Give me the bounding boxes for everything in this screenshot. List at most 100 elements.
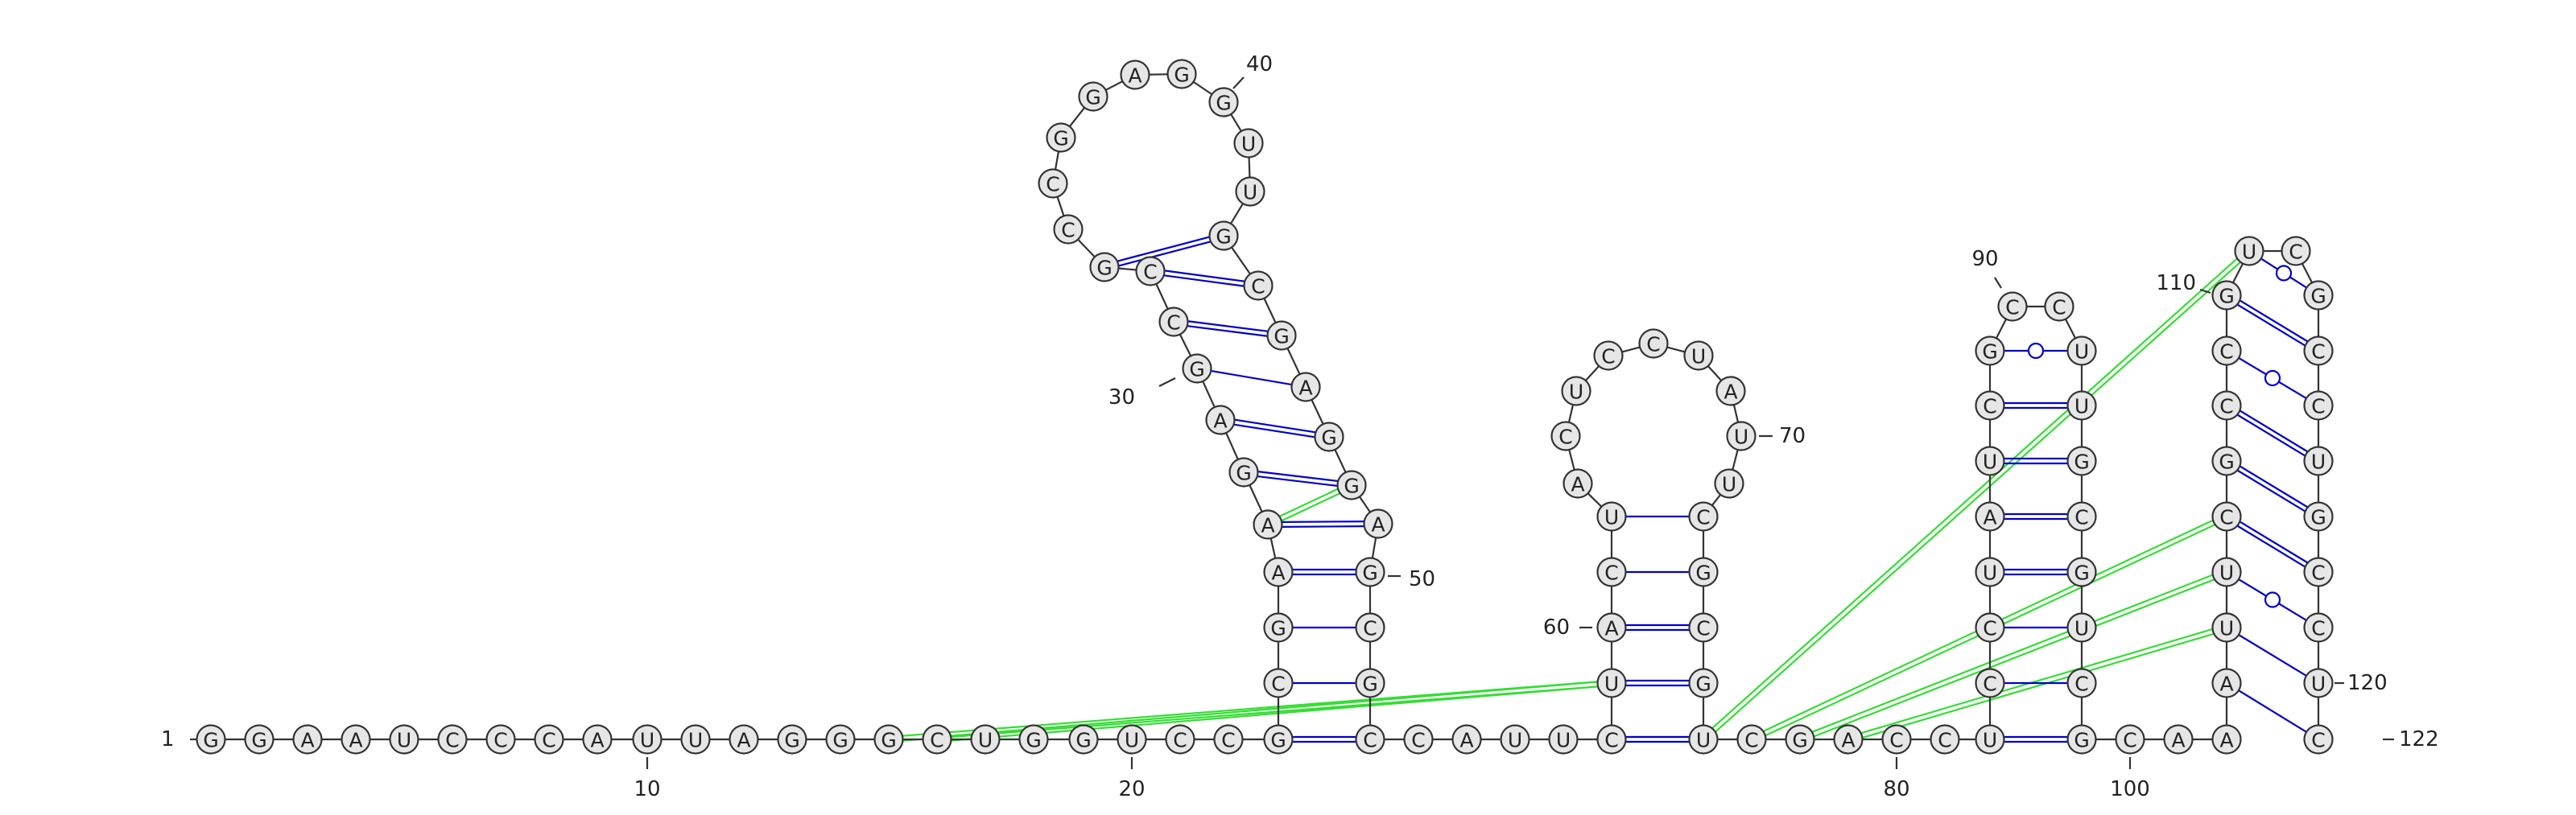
- nucleotide-letter: C: [1046, 173, 1059, 196]
- nucleotide: G: [1336, 470, 1367, 500]
- nucleotide: U: [1233, 128, 1264, 158]
- nucleotide-circle: [2044, 291, 2074, 322]
- nucleotide-circle: [2066, 557, 2097, 587]
- position-tick: [1232, 76, 1245, 89]
- nucleotide-circle: [1046, 122, 1076, 153]
- nucleotide-letter: U: [1696, 729, 1711, 752]
- nucleotide: U: [1683, 340, 1714, 371]
- backbone-segment: [1263, 298, 1277, 323]
- nucleotide: A: [1975, 501, 2005, 532]
- backbone-segment: [1567, 404, 1575, 423]
- nucleotide: C: [1263, 668, 1294, 698]
- nucleotide-letter: C: [493, 729, 507, 752]
- nucleotide-circle: [1253, 509, 1283, 540]
- nucleotide-circle: [1355, 668, 1385, 698]
- nucleotide: A: [2211, 668, 2242, 698]
- nucleotide: C: [1881, 724, 1912, 755]
- position-label: 1: [161, 727, 175, 751]
- wobble-pair-marker: [2264, 369, 2281, 387]
- nucleotide-letter: C: [2074, 506, 2088, 529]
- nucleotide-letter: A: [1128, 64, 1141, 88]
- nucleotide-circle: [1638, 328, 1669, 359]
- nucleotide: G: [2303, 501, 2334, 532]
- nucleotide-letter: C: [2123, 729, 2136, 752]
- gc-pair-line: [1233, 423, 1315, 438]
- nucleotide: U: [2066, 390, 2097, 421]
- backbone-segment: [1584, 365, 1600, 381]
- nucleotide-letter: G: [1695, 673, 1711, 696]
- nucleotide: G: [1228, 457, 1259, 488]
- nucleotide: C: [1688, 612, 1719, 643]
- nucleotide-circle: [632, 724, 663, 755]
- nucleotide-letter: A: [737, 729, 750, 752]
- nucleotide-circle: [2211, 668, 2242, 698]
- nucleotide: C: [1550, 421, 1581, 451]
- nucleotide-circle: [1975, 668, 2005, 698]
- nucleotide: C: [2115, 724, 2145, 755]
- nucleotide-letter: C: [1938, 729, 1951, 752]
- nucleotide: G: [1314, 422, 1344, 452]
- nucleotide: A: [1290, 372, 1321, 402]
- nucleotide-letter: U: [1604, 506, 1619, 529]
- nucleotide: A: [1563, 468, 1593, 499]
- gc-pair-line: [1164, 270, 1245, 282]
- nucleotide-circle: [2066, 446, 2097, 476]
- nucleotide-letter: A: [1841, 729, 1855, 752]
- tertiary-interaction-line: [1279, 488, 1339, 517]
- nucleotide-letter: U: [2074, 340, 2089, 364]
- nucleotide: G: [1166, 59, 1197, 89]
- nucleotide-letter: U: [2219, 617, 2234, 640]
- nucleotide: U: [2066, 335, 2097, 366]
- nucleotide: U: [1975, 724, 2005, 755]
- nucleotide-circle: [1596, 501, 1627, 532]
- nucleotide: C: [2211, 335, 2242, 366]
- nucleotide: G: [2303, 280, 2334, 311]
- gc-pair-line: [1257, 475, 1338, 487]
- nucleotide-circle: [1688, 557, 1719, 587]
- gc-pair-line: [2236, 303, 2306, 347]
- nucleotide-circle: [2303, 668, 2334, 698]
- tertiary-interaction-line: [1811, 574, 2214, 733]
- nucleotide-letter: C: [1889, 729, 1903, 752]
- nucleotide: C: [1736, 724, 1767, 755]
- au-pair-line: [2238, 634, 2307, 677]
- nucleotide: C: [437, 724, 468, 755]
- nucleotide-circle: [1355, 557, 1385, 587]
- nucleotide: A: [1253, 509, 1283, 540]
- nucleotide: C: [1975, 668, 2005, 698]
- nucleotide-letter: U: [2219, 562, 2234, 585]
- backbone-segment: [1286, 348, 1301, 375]
- nucleotide-letter: G: [784, 729, 799, 752]
- nucleotide: C: [1355, 612, 1385, 643]
- nucleotide: G: [2066, 724, 2097, 755]
- nucleotide-letter: G: [2074, 729, 2089, 752]
- nucleotide-circle: [825, 724, 856, 755]
- nucleotide-letter: G: [881, 729, 896, 752]
- nucleotide-circle: [485, 724, 516, 755]
- nucleotide-circle: [1561, 376, 1591, 406]
- nucleotide-letter: U: [1983, 451, 1997, 474]
- nucleotide-circle: [1596, 557, 1627, 587]
- gc-pair-line: [1163, 274, 1245, 287]
- nucleotide-letter: A: [1298, 377, 1312, 400]
- nucleotide-circle: [1975, 612, 2005, 643]
- nucleotide-letter: U: [640, 729, 654, 752]
- nucleotide-circle: [2066, 390, 2097, 421]
- nucleotide-letter: A: [1983, 506, 1996, 529]
- nucleotide-letter: C: [2311, 729, 2325, 752]
- nucleotide: C: [1355, 724, 1385, 755]
- nucleotide-letter: U: [1556, 729, 1571, 752]
- gc-pair-line: [2239, 410, 2309, 453]
- nucleotide: G: [825, 724, 856, 755]
- backbone-segment: [1707, 365, 1723, 381]
- nucleotide-letter: U: [1243, 181, 1257, 204]
- nucleotide: A: [1363, 508, 1393, 539]
- nucleotide-circle: [1500, 724, 1530, 755]
- nucleotide: G: [1089, 252, 1120, 282]
- nucleotide: C: [2044, 291, 2074, 322]
- position-label: 122: [2399, 727, 2439, 751]
- nucleotide-circle: [1355, 724, 1385, 755]
- nucleotide-circle: [1714, 468, 1744, 499]
- nucleotide: G: [2211, 446, 2242, 476]
- nucleotide-circle: [1336, 470, 1367, 500]
